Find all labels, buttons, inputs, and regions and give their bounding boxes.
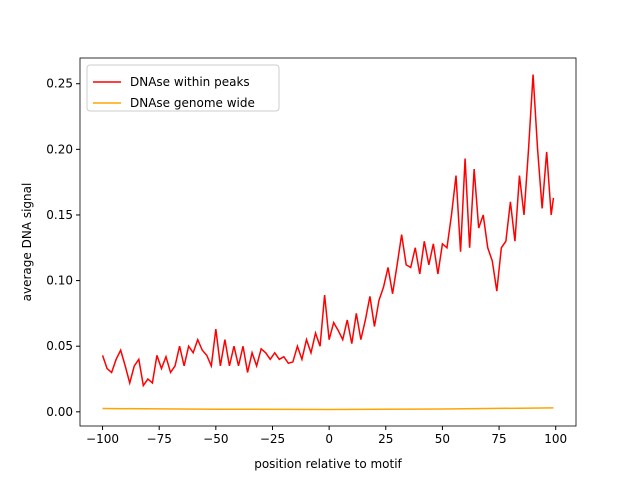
x-tick-label: −75 [147, 432, 172, 446]
y-tick-label: 0.20 [46, 142, 73, 156]
data-line [101, 74, 555, 388]
x-tick-label: 100 [544, 432, 567, 446]
y-tick-label: 0.10 [46, 274, 73, 288]
x-tick-label: 50 [435, 432, 450, 446]
x-tick-label: −25 [260, 432, 285, 446]
x-tick-label: 25 [378, 432, 393, 446]
y-tick-label: 0.15 [46, 208, 73, 222]
y-tick-label: 0.25 [46, 77, 73, 91]
data-line [102, 407, 554, 411]
legend-box [86, 64, 280, 112]
x-axis-label: position relative to motif [254, 457, 402, 471]
legend-label: DNAse within peaks [130, 75, 250, 89]
legend-label: DNAse genome wide [130, 96, 255, 110]
y-tick-label: 0.00 [46, 405, 73, 419]
y-tick-label: 0.05 [46, 339, 73, 353]
x-tick-label: 75 [491, 432, 506, 446]
x-tick-label: −100 [86, 432, 119, 446]
x-tick-label: 0 [325, 432, 333, 446]
plot-frame [79, 57, 577, 427]
x-tick-label: −50 [203, 432, 228, 446]
y-axis-label: average DNA signal [20, 183, 34, 302]
